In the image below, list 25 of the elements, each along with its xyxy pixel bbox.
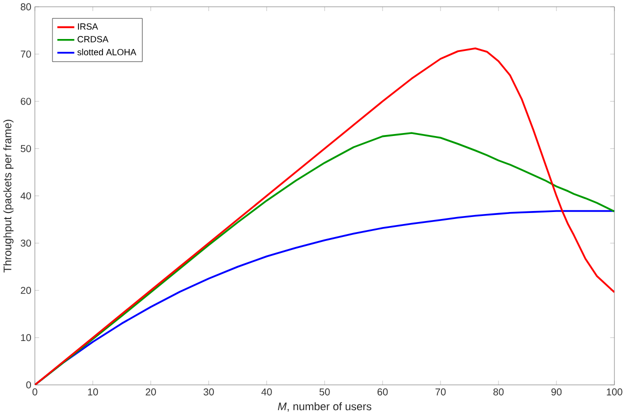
x-tick-label: 80: [493, 388, 504, 396]
x-tick-label: 50: [320, 388, 330, 396]
x-tick-label: 10: [88, 388, 98, 396]
x-tick-label: 40: [261, 388, 272, 396]
x-tick-label: 90: [551, 388, 562, 396]
legend-label: CRDSA: [78, 36, 108, 42]
x-tick-label: 60: [378, 388, 388, 396]
legend-label: IRSA: [78, 23, 98, 30]
y-tick-label: 20: [20, 286, 31, 294]
y-tick-label: 0: [26, 381, 31, 388]
y-tick-label: 30: [20, 240, 31, 247]
y-tick-label: 10: [21, 334, 31, 342]
x-tick-label: 0: [32, 388, 38, 396]
y-tick-label: 80: [20, 3, 31, 10]
y-axis-title: Throughput (packets per frame): [3, 120, 14, 272]
x-tick-label: 20: [146, 388, 156, 396]
y-tick-label: 70: [20, 50, 31, 58]
x-tick-label: 70: [436, 388, 446, 396]
x-axis-title: M, number of users: [278, 402, 372, 412]
legend-label: slotted ALOHA: [77, 48, 136, 56]
x-tick-label: 100: [606, 388, 622, 396]
y-tick-label: 60: [20, 98, 31, 105]
x-tick-label: 30: [204, 388, 214, 396]
y-tick-label: 40: [20, 192, 31, 200]
y-tick-label: 50: [20, 145, 31, 152]
